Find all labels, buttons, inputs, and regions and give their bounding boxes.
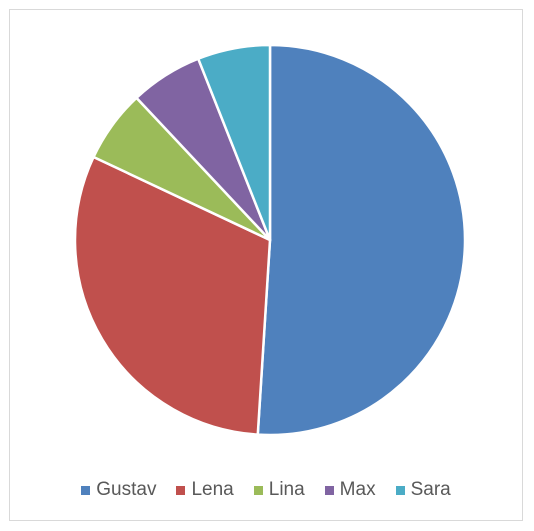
pie-slice-lena — [73, 155, 272, 436]
legend-item-lena: Lena — [176, 479, 234, 501]
legend-label-lina: Lina — [268, 479, 305, 500]
legend-item-lina: Lina — [253, 479, 305, 501]
legend-item-sara: Sara — [395, 479, 451, 501]
legend-label-max: Max — [339, 479, 376, 500]
legend-label-sara: Sara — [410, 479, 451, 500]
legend-item-gustav: Gustav — [81, 479, 156, 501]
legend-swatch-lina — [253, 485, 263, 495]
pie-chart — [73, 43, 467, 437]
pie-slice-sara — [196, 43, 272, 242]
legend-label-gustav: Gustav — [96, 479, 157, 500]
legend-swatch-lena — [176, 485, 186, 495]
legend-item-max: Max — [324, 479, 376, 501]
legend-swatch-gustav — [81, 485, 91, 495]
chart-area: Gustav Lena Lina Max Sara — [9, 9, 523, 521]
legend-label-lena: Lena — [191, 479, 234, 500]
pie-slice-gustav — [256, 43, 467, 437]
legend-swatch-max — [324, 485, 334, 495]
legend-swatch-sara — [395, 485, 405, 495]
chart-legend: Gustav Lena Lina Max Sara — [10, 476, 522, 504]
